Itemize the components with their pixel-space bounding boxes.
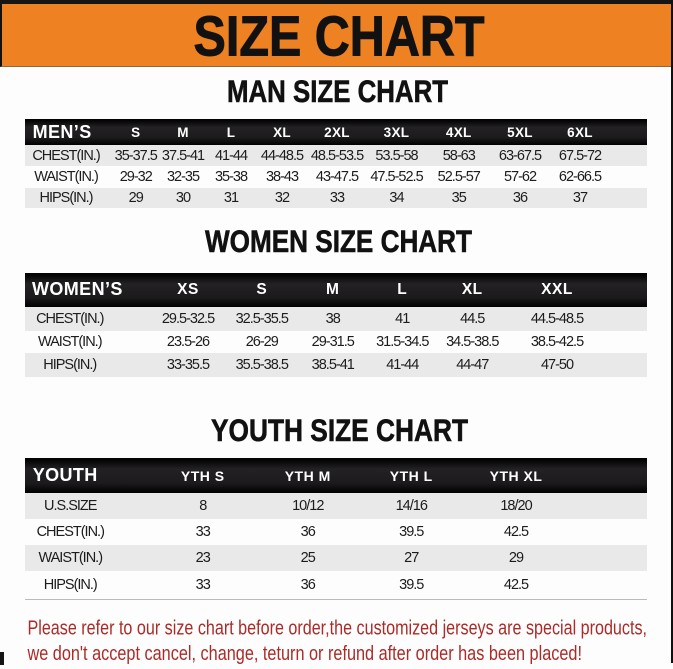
svg-text:WOMEN SIZE CHART: WOMEN SIZE CHART	[205, 224, 472, 259]
svg-text:we don't accept cancel, change: we don't accept cancel, change, teturn o…	[27, 642, 582, 665]
svg-text:YOUTH SIZE CHART: YOUTH SIZE CHART	[211, 413, 468, 448]
svg-text:MAN SIZE CHART: MAN SIZE CHART	[227, 74, 448, 109]
svg-text:SIZE CHART: SIZE CHART	[194, 6, 485, 69]
svg-text:Please refer to our size chart: Please refer to our size chart before or…	[28, 616, 648, 639]
